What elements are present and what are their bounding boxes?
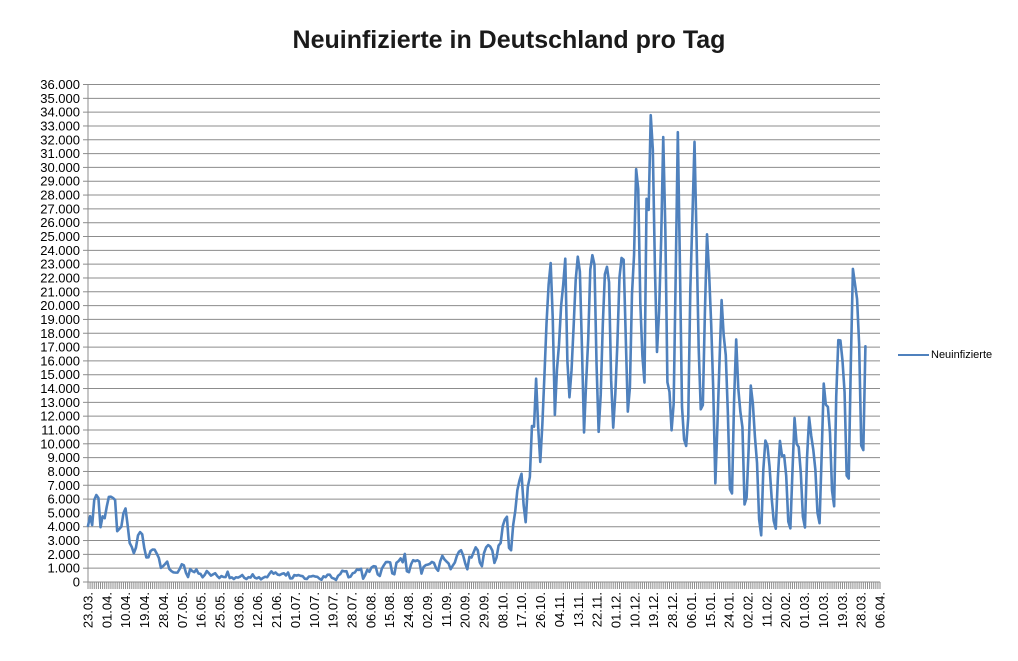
x-axis-label: 02.09. — [420, 592, 435, 628]
y-axis-label: 5.000 — [47, 505, 80, 520]
x-axis-label: 07.05. — [175, 592, 190, 628]
y-axis-label: 19.000 — [40, 312, 80, 327]
y-axis-label: 0 — [73, 575, 80, 590]
x-axis-label: 20.09. — [458, 592, 473, 628]
x-axis-label: 06.01. — [684, 592, 699, 628]
legend-label: Neuinfizierte — [931, 349, 993, 361]
x-axis-label: 28.07. — [345, 592, 360, 628]
x-axis-label: 06.08. — [363, 592, 378, 628]
x-axis-label: 03.06. — [231, 592, 246, 628]
x-axis-label: 24.01. — [722, 592, 737, 628]
y-axis-label: 3.000 — [47, 533, 80, 548]
x-axis-label: 20.02. — [778, 592, 793, 628]
x-axis-label: 19.12. — [646, 592, 661, 628]
x-axis-label: 06.04. — [873, 592, 888, 628]
x-axis-label: 10.12. — [627, 592, 642, 628]
y-axis-label: 17.000 — [40, 340, 80, 355]
y-axis-label: 30.000 — [40, 160, 80, 175]
x-axis-label: 15.08. — [382, 592, 397, 628]
x-axis-label: 19.04. — [137, 592, 152, 628]
y-axis-label: 25.000 — [40, 229, 80, 244]
x-axis-label: 04.11. — [552, 592, 567, 627]
y-axis-label: 31.000 — [40, 146, 80, 161]
y-axis-label: 28.000 — [40, 188, 80, 203]
x-axis-label: 01.04. — [99, 592, 114, 628]
x-axis-label: 15.01. — [703, 592, 718, 628]
y-axis-label: 8.000 — [47, 464, 80, 479]
y-axis-label: 11.000 — [41, 422, 80, 437]
x-axis-label: 25.05. — [213, 592, 228, 628]
x-axis-label: 08.10. — [495, 592, 510, 628]
y-axis-label: 18.000 — [40, 326, 80, 341]
x-axis-label: 19.07. — [326, 592, 341, 628]
y-axis-label: 23.000 — [40, 257, 80, 272]
y-axis-label: 36.000 — [40, 77, 80, 92]
legend-line-swatch — [898, 354, 929, 356]
x-axis-label: 12.06. — [250, 592, 265, 628]
x-axis-label: 01.03. — [797, 592, 812, 628]
x-axis-label: 24.08. — [401, 592, 416, 628]
y-axis-label: 13.000 — [40, 395, 80, 410]
y-axis-label: 29.000 — [40, 174, 80, 189]
x-axis-label: 10.04. — [118, 592, 133, 628]
y-axis-label: 9.000 — [47, 450, 80, 465]
y-axis-label: 12.000 — [40, 409, 80, 424]
y-axis-label: 22.000 — [40, 270, 80, 285]
y-axis-label: 10.000 — [40, 436, 80, 451]
x-axis-label: 29.09. — [477, 592, 492, 628]
y-axis-label: 32.000 — [40, 132, 80, 147]
x-axis-label: 22.11. — [590, 592, 605, 627]
x-axis-label: 28.12. — [665, 592, 680, 628]
y-axis-label: 35.000 — [40, 91, 80, 106]
x-axis-label: 16.05. — [194, 592, 209, 628]
y-axis-label: 7.000 — [47, 478, 80, 493]
x-axis-label: 21.06. — [269, 592, 284, 628]
y-axis-label: 14.000 — [40, 381, 80, 396]
y-axis-label: 1.000 — [47, 561, 80, 576]
x-axis-label: 01.12. — [609, 592, 624, 628]
y-axis-label: 33.000 — [40, 118, 80, 133]
x-axis-label: 19.03. — [835, 592, 850, 628]
y-axis-label: 27.000 — [40, 201, 80, 216]
x-axis-label: 23.03. — [81, 592, 96, 628]
x-axis-label: 11.02. — [759, 592, 774, 627]
x-axis-label: 11.09. — [439, 592, 454, 627]
y-axis-label: 6.000 — [47, 492, 80, 507]
x-axis-label: 01.07. — [288, 592, 303, 628]
y-axis-label: 34.000 — [40, 105, 80, 120]
chart-title: Neuinfizierte in Deutschland pro Tag — [292, 26, 726, 54]
x-axis-label: 02.02. — [741, 592, 756, 628]
data-series-line — [86, 113, 867, 582]
y-axis-label: 2.000 — [47, 547, 80, 562]
x-axis-label: 13.11. — [571, 592, 586, 627]
y-axis-label: 20.000 — [40, 298, 80, 313]
x-axis-label: 10.07. — [307, 592, 322, 628]
y-axis-label: 15.000 — [40, 367, 80, 382]
x-axis-label: 26.10. — [533, 592, 548, 628]
y-axis-label: 16.000 — [40, 353, 80, 368]
y-axis-label: 4.000 — [47, 519, 80, 534]
x-axis-label: 28.03. — [854, 592, 869, 628]
x-axis-label: 10.03. — [816, 592, 831, 628]
y-axis-label: 24.000 — [40, 243, 80, 258]
x-axis-label: 17.10. — [514, 592, 529, 628]
x-axis-label: 28.04. — [156, 592, 171, 628]
y-axis-label: 26.000 — [40, 215, 80, 230]
legend: Neuinfizierte — [898, 349, 992, 361]
y-axis-label: 21.000 — [40, 284, 80, 299]
